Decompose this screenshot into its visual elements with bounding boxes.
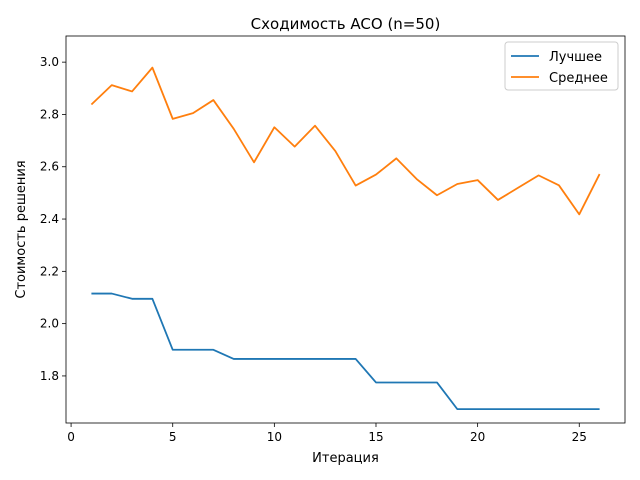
- series-line-best: [91, 292, 600, 411]
- x-tick-label: 25: [572, 430, 587, 444]
- ticks-layer: 0 5 10 15 20 25 1.8 2.0 2.2 2.4 2.6 2.8 3.0: [40, 55, 587, 444]
- y-tick-label: 3.0: [40, 55, 59, 69]
- y-tick-label: 2.4: [40, 212, 59, 226]
- x-tick-label: 0: [67, 430, 75, 444]
- legend: Лучшее Среднее: [504, 41, 619, 91]
- x-tick-label: 10: [267, 430, 282, 444]
- y-tick-label: 2.2: [40, 264, 59, 278]
- y-axis-label: Стоимость решения: [14, 160, 29, 298]
- legend-label-mean: Среднее: [549, 71, 608, 86]
- y-tick-label: 1.8: [40, 369, 59, 383]
- legend-label-best: Лучшее: [549, 50, 602, 65]
- y-tick-label: 2.6: [40, 160, 59, 174]
- axes-frame: [65, 35, 626, 424]
- series-layer: [90, 66, 601, 411]
- y-tick-label: 2.8: [40, 107, 59, 121]
- series-line-mean: [90, 66, 601, 216]
- x-axis-label: Итерация: [312, 451, 379, 466]
- x-tick-label: 20: [470, 430, 485, 444]
- legend-box: [504, 41, 619, 91]
- chart-title: Сходимость ACO (n=50): [251, 15, 441, 33]
- x-tick-label: 15: [368, 430, 383, 444]
- y-tick-label: 2.0: [40, 317, 59, 331]
- x-tick-label: 5: [169, 430, 177, 444]
